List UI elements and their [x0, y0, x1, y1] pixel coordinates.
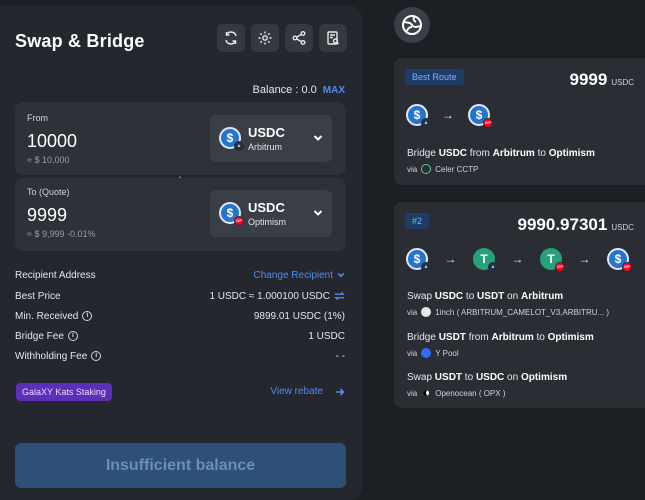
submit-button[interactable]: Insufficient balance: [15, 443, 346, 488]
route-step: Bridge USDT from Arbitrum to Optimism vi…: [407, 332, 594, 358]
arrow-right-icon: →: [442, 108, 454, 122]
min-received-label: Min. Received: [15, 310, 79, 322]
chevron-down-icon: [337, 272, 345, 278]
provider-name: Y Pool: [435, 348, 459, 358]
info-icon[interactable]: i: [91, 351, 102, 361]
best-price-value: 1 USDC ≈ 1.000100 USDC: [209, 290, 330, 302]
chevron-down-icon: [313, 210, 323, 216]
celer-icon: [421, 164, 432, 174]
gear-icon: [258, 31, 272, 45]
to-amount-value: 9999: [27, 205, 68, 225]
from-label: From: [27, 113, 48, 123]
min-received-value: 9899.01 USDC (1%): [253, 310, 345, 322]
history-icon: [327, 31, 339, 45]
refresh-button[interactable]: [217, 24, 245, 52]
route-step: Bridge USDC from Arbitrum to Optimism vi…: [407, 148, 595, 174]
to-label: To (Quote): [27, 187, 70, 197]
share-button[interactable]: [285, 24, 313, 52]
1inch-icon: [421, 307, 432, 317]
withholding-fee-label: Withholding Fee: [15, 350, 88, 362]
info-icon[interactable]: i: [67, 331, 78, 341]
usdt-optimism-icon: T OP: [540, 248, 565, 272]
route-step: Swap USDT to USDC on Optimism via Openoc…: [407, 372, 568, 398]
usdc-optimism-icon: $ OP: [607, 248, 632, 272]
bridge-fee-row: Bridge Fee i 1 USDC: [15, 329, 345, 343]
provider-name: 1inch ( ARBITRUM_CAMELOT_V3,ARBITRU... ): [435, 307, 610, 317]
route-path: $ A → $ OP: [406, 104, 493, 128]
from-token-selector[interactable]: $ A USDC Arbitrum: [210, 115, 332, 162]
from-amount-input[interactable]: 10000: [27, 131, 78, 151]
max-button[interactable]: MAX: [322, 84, 345, 96]
change-recipient-link[interactable]: Change Recipient: [254, 270, 346, 281]
share-icon: [292, 31, 306, 45]
info-icon[interactable]: i: [82, 311, 93, 321]
route-badge: Best Route: [405, 69, 464, 85]
bridge-fee-label: Bridge Fee: [15, 330, 64, 342]
network-button[interactable]: [394, 7, 430, 43]
to-token-selector[interactable]: $ OP USDC Optimism: [210, 190, 332, 237]
from-usd-value: ≈ $ 10,000: [27, 155, 70, 165]
from-token-name: USDC: [248, 125, 285, 140]
to-box: To (Quote) 9999 ≈ $ 9,999 -0.01% $ OP USD…: [15, 178, 346, 251]
arrow-right-icon: →: [444, 252, 457, 266]
route-step: Swap USDC to USDT on Arbitrum via 1inch …: [407, 291, 610, 317]
usdc-optimism-icon: $ OP: [468, 104, 493, 128]
route-amount: 9999 USDC: [569, 70, 635, 89]
usdc-arbitrum-icon: $ A: [219, 127, 244, 151]
chevron-down-icon: [313, 135, 323, 141]
bridge-fee-value: 1 USDC: [308, 330, 345, 342]
balance-label: Balance : 0.0: [252, 84, 317, 96]
page-title: Swap & Bridge: [15, 31, 145, 51]
withholding-fee-value: - -: [335, 350, 345, 362]
balance-row: Balance : 0.0 MAX: [253, 84, 345, 96]
withholding-fee-row: Withholding Fee i - -: [15, 349, 345, 363]
view-rebate-link[interactable]: View rebate: [270, 386, 345, 397]
swap-rate-icon[interactable]: [334, 291, 345, 301]
usdc-arbitrum-icon: $ A: [406, 104, 431, 128]
best-price-label: Best Price: [15, 290, 61, 302]
min-received-row: Min. Received i 9899.01 USDC (1%): [15, 309, 345, 323]
openocean-icon: [421, 388, 432, 398]
to-token-chain: Optimism: [248, 217, 286, 227]
route-card-best[interactable]: Best Route 9999 USDC $ A → $ OP Bridge USDC…: [394, 58, 645, 185]
provider-name: Openocean ( OPX ): [435, 388, 506, 398]
arrow-right-icon: →: [578, 252, 591, 266]
ypool-icon: [421, 348, 432, 358]
provider-name: Celer CCTP: [435, 164, 479, 174]
refresh-icon: [225, 31, 237, 45]
arrow-right-icon: [336, 387, 345, 396]
globe-icon: [402, 15, 422, 35]
best-price-row: Best Price 1 USDC ≈ 1.000100 USDC: [15, 289, 345, 303]
usdc-optimism-icon: $ OP: [219, 202, 244, 226]
recipient-label: Recipient Address: [15, 269, 96, 281]
arrow-right-icon: →: [511, 252, 524, 266]
recipient-row: Recipient Address Change Recipient: [15, 268, 345, 282]
usdc-arbitrum-icon: $ A: [406, 248, 431, 272]
route-amount: 9990.97301 USDC: [517, 215, 635, 234]
route-badge: #2: [405, 213, 430, 229]
to-token-name: USDC: [248, 200, 285, 215]
to-usd-value: ≈ $ 9,999 -0.01%: [27, 229, 96, 239]
staking-badge[interactable]: GalaXY Kats Staking: [16, 383, 112, 401]
swap-bridge-panel: Swap & Bridge Balance : 0.0 MAX From 100…: [0, 6, 362, 500]
from-box: From 10000 ≈ $ 10,000 $ A USDC Arbitrum: [15, 102, 346, 175]
from-token-chain: Arbitrum: [248, 142, 283, 152]
settings-button[interactable]: [251, 24, 279, 52]
history-button[interactable]: [319, 24, 347, 52]
